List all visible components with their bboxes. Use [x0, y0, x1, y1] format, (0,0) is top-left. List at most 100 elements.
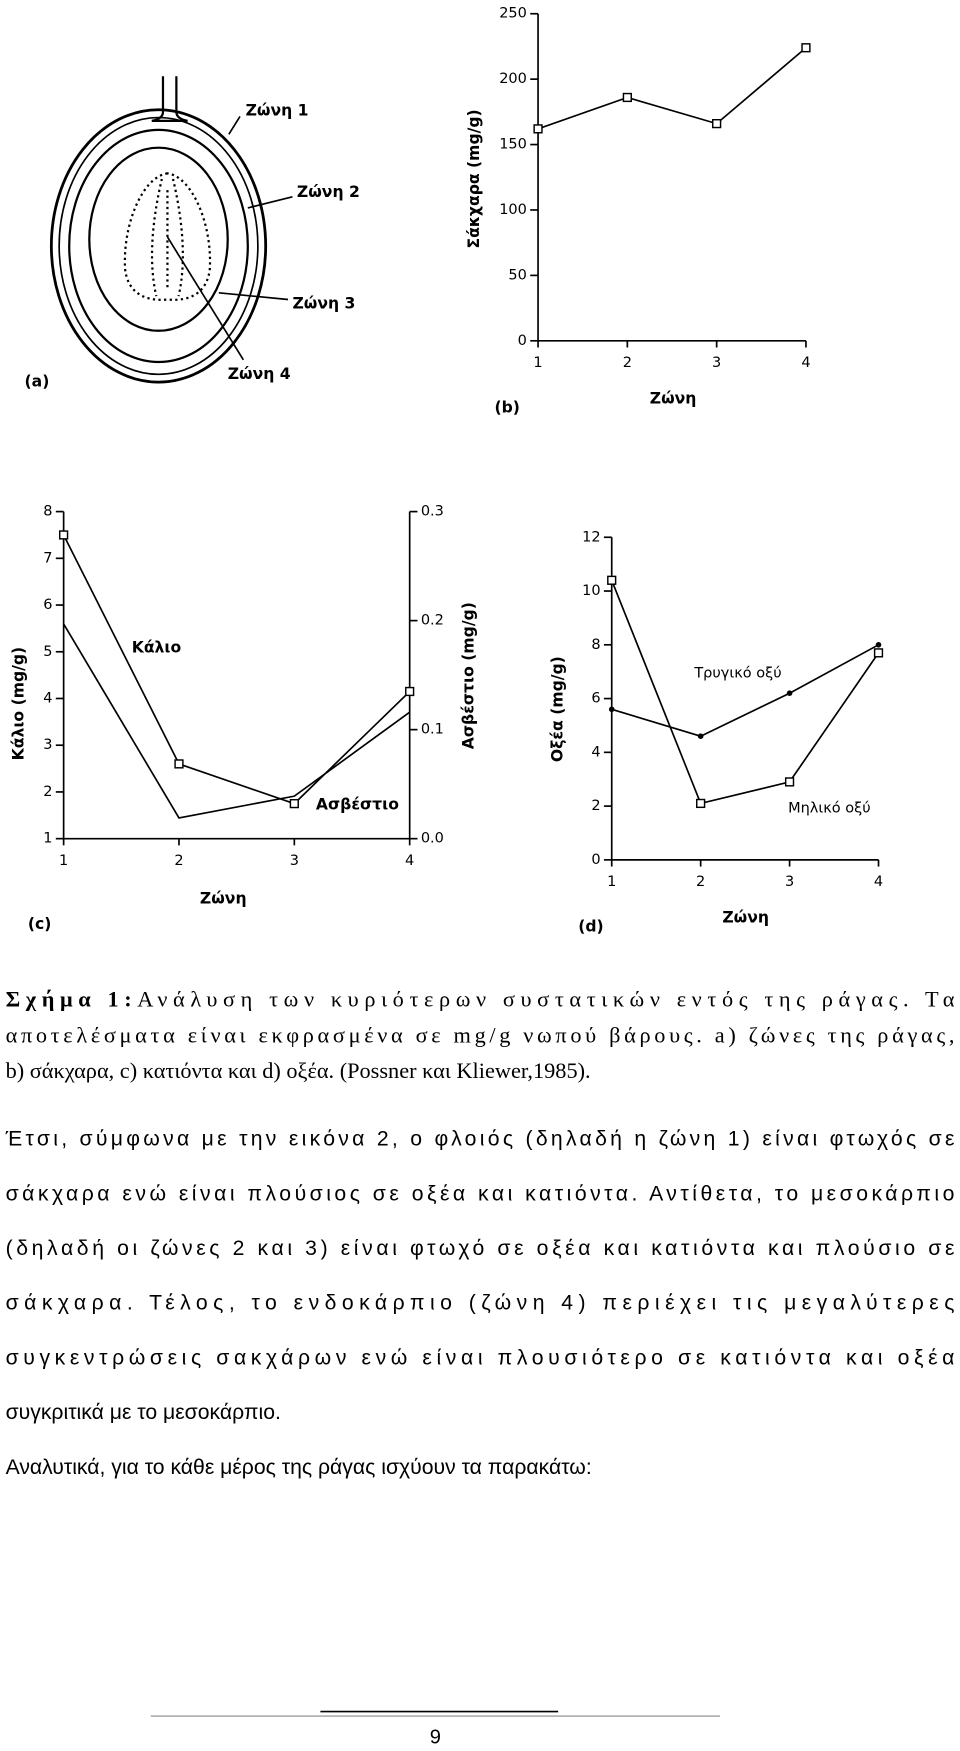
marker: [405, 686, 415, 697]
marker: [533, 124, 543, 134]
x-tick-label: 1: [607, 874, 616, 890]
y-tick-label: 250: [499, 6, 527, 22]
caption-label: Σχήμα 1:: [6, 987, 132, 1012]
figure-label: (b): [495, 398, 520, 416]
zone-ring: [58, 116, 259, 376]
page-number: 9: [430, 1727, 441, 1749]
y-tick-label: 6: [43, 597, 52, 613]
seed-zone: [150, 178, 184, 297]
series-label: Κάλιο: [132, 638, 182, 656]
y2-axis-label: Ασβέστιο (mg/g): [459, 602, 477, 749]
y-tick-label: 5: [43, 644, 52, 660]
marker: [712, 118, 722, 129]
y-tick-label: 8: [43, 504, 52, 520]
paragraph-line: Αναλυτικά, για το κάθε μέρος της ράγας ι…: [6, 1456, 592, 1479]
leader-line: [228, 115, 241, 135]
caption-line: Σχήμα 1: Ανάλυση των κυριότερων συστατικώ…: [6, 987, 955, 1012]
x-tick-label: 4: [801, 355, 810, 371]
zone-label: Ζώνη 3: [292, 294, 355, 312]
y-tick-label: 100: [499, 202, 527, 218]
series-line: [537, 47, 807, 130]
figure-label: (a): [25, 373, 50, 391]
x-tick-label: 4: [874, 874, 883, 890]
y-tick-label: 2: [591, 798, 600, 814]
y-tick-label: 4: [43, 690, 52, 706]
caption-line: αποτελέσματα είναι εκφρασμένα σε mg/g νω…: [6, 1022, 955, 1047]
series-line: [62, 534, 411, 805]
marker: [289, 798, 299, 809]
grape-diagram: [49, 76, 293, 384]
series-line: [62, 623, 411, 819]
y-tick-label: 150: [499, 137, 527, 153]
y2-tick-label: 0.1: [421, 722, 444, 738]
y-tick-label: 50: [508, 267, 526, 283]
leader-line: [218, 291, 289, 301]
y-axis-label: Κάλιο (mg/g): [9, 647, 27, 761]
figure-label: (c): [28, 915, 52, 933]
x-tick-label: 2: [623, 355, 632, 371]
y2-tick-label: 0.3: [421, 504, 444, 520]
y-tick-label: 8: [591, 637, 600, 653]
marker: [174, 759, 184, 769]
x-tick-label: 1: [533, 355, 542, 371]
zone-label: Ζώνη 4: [228, 365, 291, 383]
marker: [607, 575, 617, 585]
zone-label: Ζώνη 2: [297, 183, 360, 201]
series-line: [610, 579, 880, 805]
x-axis-label: Ζώνη: [722, 908, 769, 926]
series-line: [611, 644, 879, 738]
y-tick-label: 200: [499, 71, 527, 87]
leader-line: [166, 236, 245, 361]
x-tick-label: 2: [696, 874, 705, 890]
y-axis-label: Σάκχαρα (mg/g): [465, 109, 483, 248]
x-axis-label: Ζώνη: [650, 389, 697, 407]
x-tick-label: 2: [174, 853, 183, 869]
zone-ring: [88, 146, 229, 332]
zone-ring: [68, 128, 249, 364]
y-tick-label: 0: [518, 333, 527, 349]
marker: [801, 43, 811, 53]
marker: [608, 706, 615, 713]
x-tick-label: 4: [405, 853, 414, 869]
marker: [697, 733, 704, 739]
marker: [784, 777, 795, 787]
marker: [58, 530, 69, 540]
marker: [873, 648, 884, 658]
y2-tick-label: 0.2: [421, 613, 444, 629]
paragraph-line: (δηλαδή οι ζώνες 2 και 3) είναι φτωχό σε…: [6, 1237, 955, 1260]
figure-label: (d): [578, 917, 603, 935]
leader-line: [247, 195, 293, 209]
series-label: Ασβέστιο: [316, 796, 399, 814]
x-axis-label: Ζώνη: [200, 889, 247, 907]
y-tick-label: 10: [582, 583, 600, 599]
marker: [875, 642, 882, 648]
x-tick-label: 1: [59, 853, 68, 869]
y-tick-label: 7: [43, 550, 52, 566]
marker: [696, 798, 706, 809]
y-tick-label: 2: [43, 784, 52, 800]
seed-zone: [123, 172, 212, 301]
zone-ring: [49, 108, 268, 384]
y-tick-label: 3: [43, 737, 52, 753]
y2-tick-label: 0.0: [421, 831, 444, 847]
y-tick-label: 1: [43, 831, 52, 847]
caption-line: b) σάκχαρα, c) κατιόντα και d) οξέα. (Po…: [6, 1058, 591, 1083]
series-label: Μηλικό οξύ: [788, 801, 871, 817]
paragraph-line: συγκριτικά με το μεσοκάρπιο.: [6, 1401, 281, 1424]
paragraph-line: σάκχαρα ενώ είναι πλούσιος σε οξέα και κ…: [6, 1182, 955, 1205]
stem: [151, 76, 188, 123]
marker: [622, 92, 632, 103]
x-tick-label: 3: [712, 355, 721, 371]
y-axis-label: Οξέα (mg/g): [549, 656, 567, 762]
x-tick-label: 3: [290, 853, 299, 869]
x-tick-label: 3: [785, 874, 794, 890]
paragraph-line: Έτσι, σύμφωνα με την εικόνα 2, ο φλοιός …: [5, 1128, 955, 1151]
y-tick-label: 6: [591, 691, 600, 707]
zone-label: Ζώνη 1: [246, 101, 309, 119]
y-tick-label: 0: [591, 852, 600, 868]
y-tick-label: 12: [582, 529, 600, 545]
y-tick-label: 4: [591, 744, 600, 760]
marker: [786, 690, 793, 696]
